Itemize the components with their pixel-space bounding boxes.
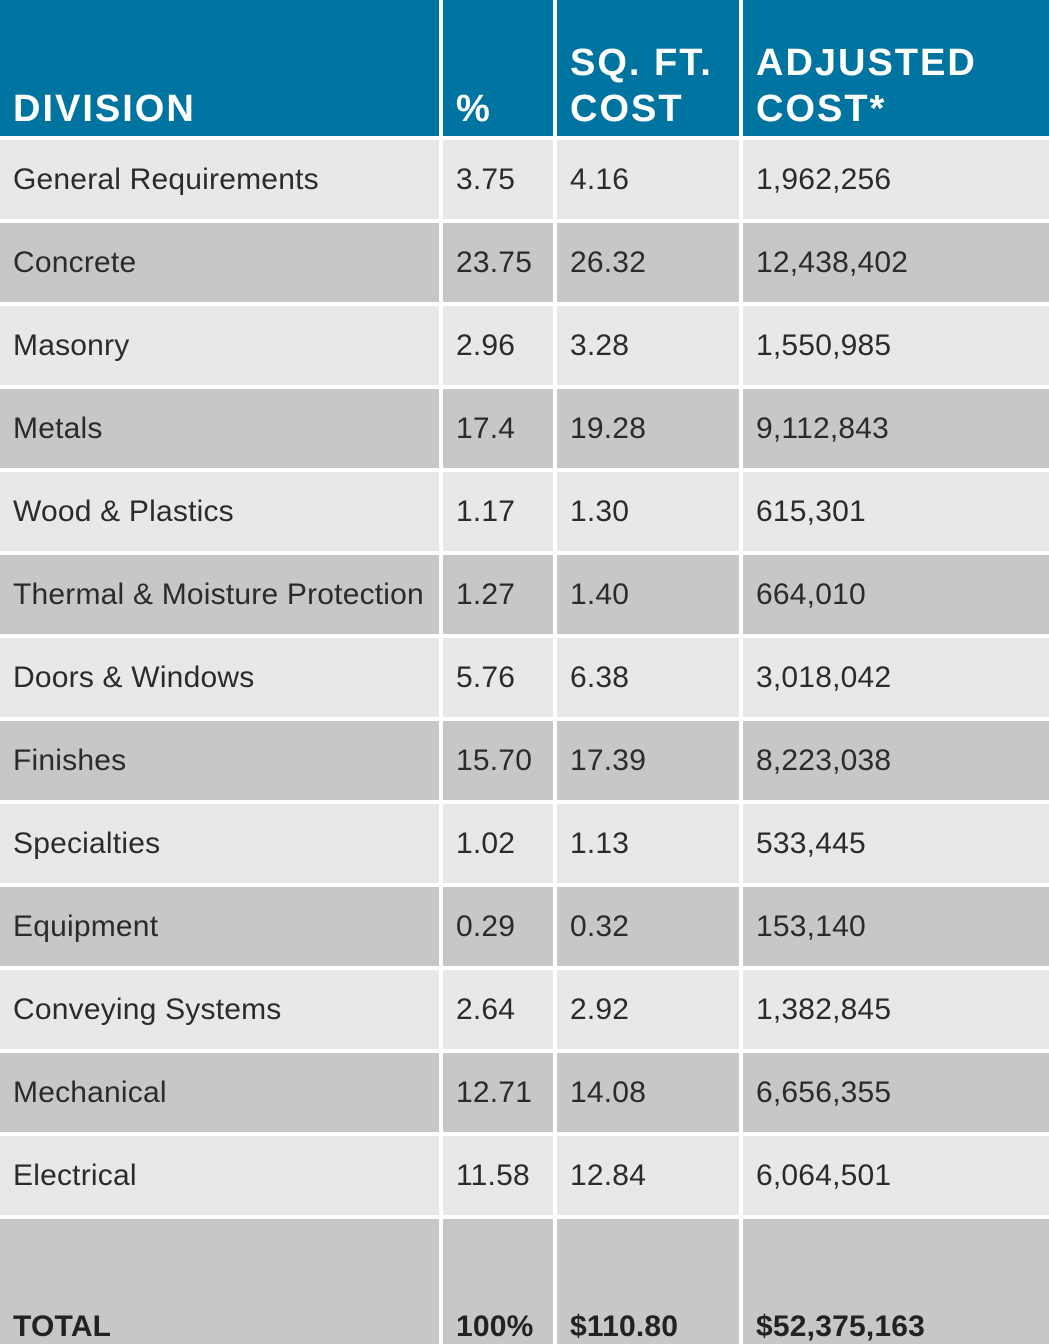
table-cell-adjusted: 1,962,256 [743, 140, 1049, 223]
table-cell-percent: 12.71 [443, 1053, 557, 1136]
table-cell-sqft: 12.84 [557, 1136, 743, 1219]
table-cell-sqft: 1.30 [557, 472, 743, 555]
table-cell-division: Equipment [0, 887, 443, 970]
table-cell-division: Mechanical [0, 1053, 443, 1136]
table-cell-division: Specialties [0, 804, 443, 887]
header-division: DIVISION [0, 0, 443, 140]
table-cell-adjusted: 6,656,355 [743, 1053, 1049, 1136]
table-cell-sqft: 19.28 [557, 389, 743, 472]
table-cell-division: Electrical [0, 1136, 443, 1219]
table-cell-sqft: 26.32 [557, 223, 743, 306]
header-sqft-cost: SQ. FT. COST [557, 0, 743, 140]
table-cell-percent: 3.75 [443, 140, 557, 223]
table-cell-sqft: 14.08 [557, 1053, 743, 1136]
table-cell-percent: 2.64 [443, 970, 557, 1053]
header-percent: % [443, 0, 557, 140]
table-cell-percent: 2.96 [443, 306, 557, 389]
table-cell-division: Metals [0, 389, 443, 472]
table-cell-percent: 11.58 [443, 1136, 557, 1219]
table-cell-percent: 1.02 [443, 804, 557, 887]
table-cell-adjusted: 6,064,501 [743, 1136, 1049, 1219]
table-cell-division: Doors & Windows [0, 638, 443, 721]
table-cell-percent: 17.4 [443, 389, 557, 472]
table-cell-percent: 1.17 [443, 472, 557, 555]
table-cell-sqft: 4.16 [557, 140, 743, 223]
table-cell-sqft: 6.38 [557, 638, 743, 721]
table-cell-adjusted: 664,010 [743, 555, 1049, 638]
table-cell-adjusted: 12,438,402 [743, 223, 1049, 306]
table-cell-division: Masonry [0, 306, 443, 389]
header-adjusted-cost: ADJUSTED COST* [743, 0, 1049, 140]
table-cell-adjusted: 3,018,042 [743, 638, 1049, 721]
table-cell-adjusted: 1,550,985 [743, 306, 1049, 389]
table-cell-adjusted: 1,382,845 [743, 970, 1049, 1053]
table-cell-sqft: 1.13 [557, 804, 743, 887]
table-cell-percent: 5.76 [443, 638, 557, 721]
table-cell-sqft: 3.28 [557, 306, 743, 389]
table-cell-division: Finishes [0, 721, 443, 804]
table-cell-sqft: 2.92 [557, 970, 743, 1053]
table-cell-division: Wood & Plastics [0, 472, 443, 555]
table-cell-adjusted: 615,301 [743, 472, 1049, 555]
table-cell-division: Concrete [0, 223, 443, 306]
total-adjusted-cost: $52,375,163 [743, 1219, 1049, 1344]
table-cell-division: Thermal & Moisture Protection [0, 555, 443, 638]
table-cell-sqft: 1.40 [557, 555, 743, 638]
table-cell-percent: 0.29 [443, 887, 557, 970]
table-cell-adjusted: 533,445 [743, 804, 1049, 887]
table-cell-division: General Requirements [0, 140, 443, 223]
table-cell-percent: 23.75 [443, 223, 557, 306]
table-cell-sqft: 17.39 [557, 721, 743, 804]
total-sqft-cost: $110.80 [557, 1219, 743, 1344]
table-cell-division: Conveying Systems [0, 970, 443, 1053]
table-cell-adjusted: 153,140 [743, 887, 1049, 970]
total-label: TOTAL [0, 1219, 443, 1344]
table-cell-percent: 15.70 [443, 721, 557, 804]
table-cell-sqft: 0.32 [557, 887, 743, 970]
total-percent: 100% [443, 1219, 557, 1344]
table-cell-adjusted: 8,223,038 [743, 721, 1049, 804]
table-cell-adjusted: 9,112,843 [743, 389, 1049, 472]
table-cell-percent: 1.27 [443, 555, 557, 638]
